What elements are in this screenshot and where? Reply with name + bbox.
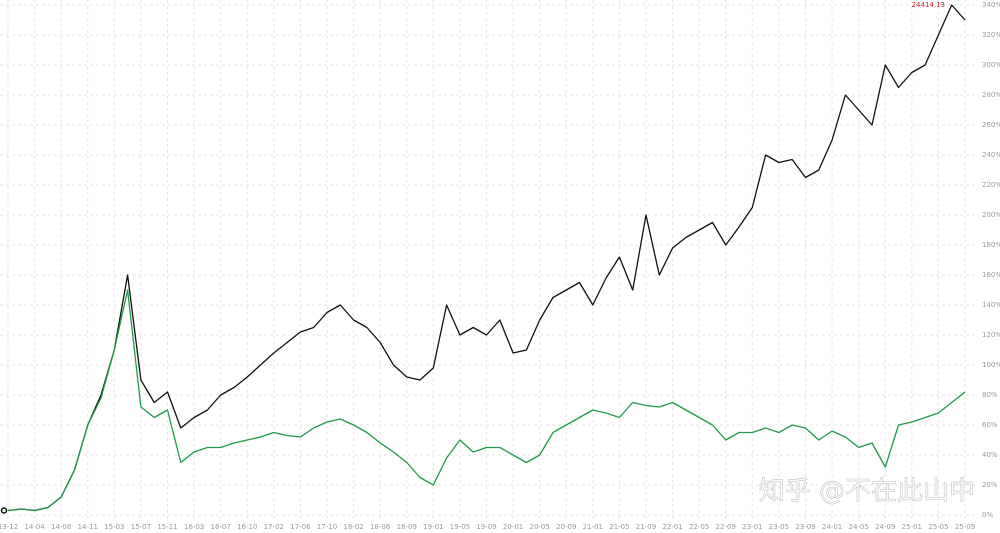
y-tick-label: 180%: [982, 241, 1000, 249]
x-tick-label: 18-09: [397, 523, 417, 531]
y-tick-label: 160%: [982, 271, 1000, 279]
x-tick-label: 20-05: [529, 523, 549, 531]
x-tick-label: 19-05: [450, 523, 470, 531]
y-tick-label: 200%: [982, 211, 1000, 219]
x-tick-label: 24-01: [822, 523, 842, 531]
x-tick-label: 18-06: [370, 523, 391, 531]
y-tick-label: 260%: [982, 121, 1000, 129]
x-tick-label: 21-01: [583, 523, 603, 531]
x-tick-label: 19-09: [476, 523, 496, 531]
x-tick-label: 17-10: [317, 523, 337, 531]
y-tick-label: 340%: [982, 1, 1000, 9]
watermark: 知乎 @不在此山中: [759, 477, 975, 507]
x-tick-label: 15-03: [104, 523, 124, 531]
x-tick-label: 22-09: [716, 523, 736, 531]
y-tick-label: 280%: [982, 91, 1000, 99]
annotation: 24414.13: [912, 1, 945, 9]
x-tick-label: 14-11: [78, 523, 98, 531]
x-tick-label: 15-07: [131, 523, 151, 531]
x-tick-label: 16-10: [237, 523, 257, 531]
y-tick-label: 220%: [982, 181, 1000, 189]
y-tick-label: 120%: [982, 331, 1000, 339]
x-tick-label: 19-01: [423, 523, 443, 531]
x-tick-label: 14-04: [24, 523, 45, 531]
x-tick-label: 23-05: [769, 523, 789, 531]
x-tick-label: 25-05: [928, 523, 948, 531]
y-tick-label: 40%: [982, 451, 998, 459]
x-tick-label: 21-05: [609, 523, 629, 531]
x-tick-label: 17-06: [290, 523, 311, 531]
y-tick-label: 300%: [982, 61, 1000, 69]
x-tick-label: 24-09: [875, 523, 895, 531]
y-tick-label: 320%: [982, 31, 1000, 39]
x-tick-label: 22-05: [689, 523, 709, 531]
series-line: [7, 4, 966, 512]
x-tick-label: 20-09: [556, 523, 576, 531]
x-tick-label: 17-02: [264, 523, 284, 531]
x-tick-label: 16-07: [210, 523, 230, 531]
x-tick-label: 23-01: [742, 523, 762, 531]
x-tick-label: 20-01: [503, 523, 523, 531]
x-tick-label: 15-11: [157, 523, 177, 531]
x-tick-label: 16-03: [184, 523, 204, 531]
x-tick-label: 18-02: [343, 523, 363, 531]
x-tick-label: 13-12: [0, 523, 18, 531]
y-tick-label: 140%: [982, 301, 1000, 309]
y-tick-label: 80%: [982, 391, 998, 399]
y-tick-label: 20%: [982, 481, 998, 489]
x-tick-label: 24-05: [848, 523, 868, 531]
x-tick-label: 25-01: [902, 523, 922, 531]
x-tick-label: 23-09: [795, 523, 815, 531]
x-tick-label: 14-08: [51, 523, 71, 531]
series-line: [7, 289, 966, 512]
x-tick-label: 22-01: [662, 523, 682, 531]
y-tick-label: 100%: [982, 361, 1000, 369]
x-tick-label: 25-09: [955, 523, 975, 531]
x-tick-label: 21-09: [636, 523, 656, 531]
y-tick-label: 240%: [982, 151, 1000, 159]
y-tick-label: 0%: [982, 511, 993, 519]
y-tick-label: 60%: [982, 421, 998, 429]
start-marker: [0, 507, 8, 514]
